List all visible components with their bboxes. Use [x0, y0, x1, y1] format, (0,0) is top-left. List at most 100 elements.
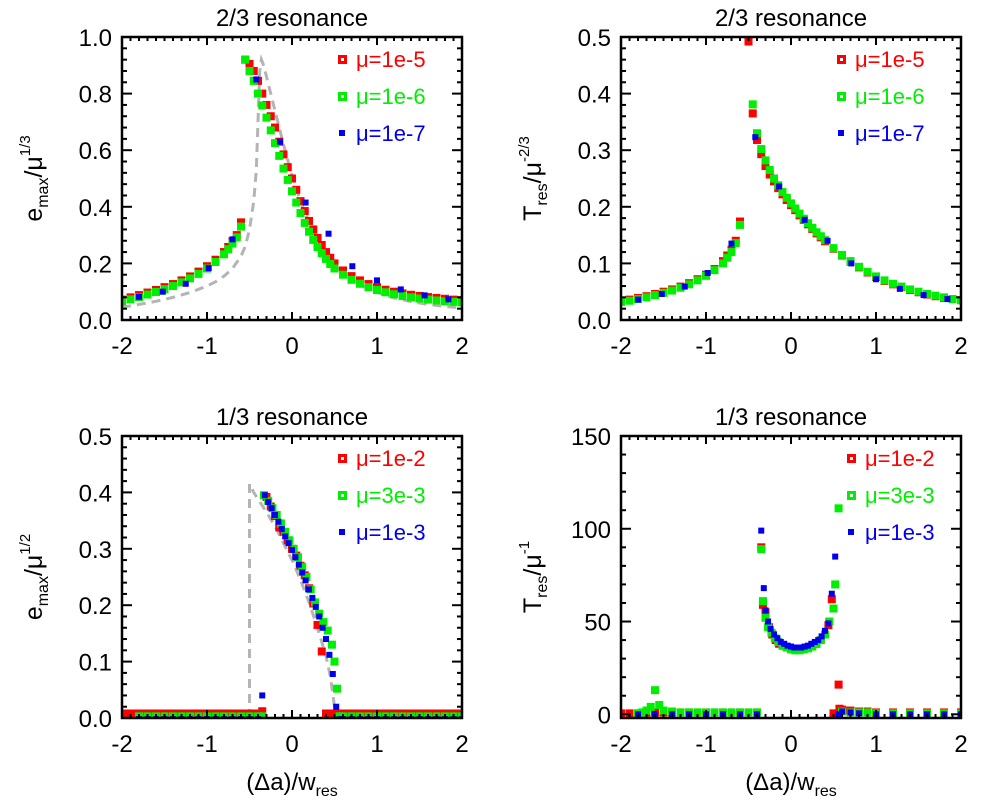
- data-point: [822, 627, 828, 634]
- series-3: [136, 76, 452, 303]
- data-point: [312, 603, 319, 610]
- data-point: [847, 709, 854, 716]
- data-point: [957, 296, 961, 305]
- data-point: [322, 254, 330, 263]
- data-point: [765, 170, 774, 179]
- data-point: [169, 282, 177, 291]
- data-point: [272, 511, 278, 518]
- data-point: [839, 708, 845, 715]
- legend-label: μ=3e-3: [865, 483, 935, 508]
- y-axis-label: emax/μ1/3: [17, 135, 52, 221]
- data-point: [816, 232, 825, 241]
- data-point: [744, 708, 753, 717]
- data-point: [757, 545, 766, 554]
- y-tick-label: 0.3: [79, 537, 112, 564]
- data-point: [832, 553, 839, 560]
- data-point: [873, 276, 879, 283]
- data-point: [407, 293, 415, 302]
- data-point: [770, 174, 778, 183]
- data-point: [863, 267, 872, 276]
- x-axis-label: (Δa)/wres: [246, 769, 338, 797]
- legend-label: μ=1e-3: [356, 520, 426, 545]
- data-point: [310, 598, 319, 607]
- data-point: [261, 492, 268, 499]
- data-point: [791, 204, 800, 213]
- data-point: [330, 264, 339, 273]
- data-point: [761, 156, 770, 165]
- data-point: [360, 709, 369, 718]
- data-point: [245, 66, 254, 75]
- data-point: [889, 279, 897, 288]
- data-point: [229, 236, 236, 243]
- series-2: [122, 55, 462, 307]
- data-point: [268, 505, 275, 512]
- data-point: [727, 708, 736, 717]
- x-tick-label: 2: [455, 731, 468, 758]
- data-point: [164, 709, 173, 718]
- data-point: [298, 562, 307, 571]
- x-tick-label: -2: [610, 333, 631, 360]
- plot-area: -2 -1 0 1 2 0.0 0.1 0.2 0.3 0.4 0.5 emax/μ1/2 (Δa)/w…: [17, 424, 469, 800]
- data-point: [828, 590, 835, 597]
- data-point: [834, 504, 843, 513]
- data-point: [302, 573, 311, 581]
- data-point: [381, 288, 390, 297]
- data-point: [880, 276, 889, 285]
- data-point: [788, 643, 794, 650]
- data-point: [676, 708, 685, 717]
- data-point: [445, 709, 454, 718]
- y-tick-label: 0.2: [79, 251, 112, 278]
- data-point: [296, 197, 305, 206]
- data-point: [262, 100, 271, 109]
- data-point: [333, 684, 342, 693]
- data-point: [259, 692, 266, 699]
- data-point: [237, 218, 245, 227]
- x-tick-label: 2: [954, 333, 967, 360]
- data-point: [940, 293, 948, 302]
- legend: μ=1e-5 μ=1e-6 μ=1e-7: [338, 47, 426, 146]
- series-3: [635, 527, 961, 718]
- y-tick-label: 0.0: [79, 308, 112, 335]
- x-tick-label: 0: [784, 333, 797, 360]
- data-point: [237, 222, 245, 231]
- data-point: [776, 183, 783, 190]
- y-tick-label: 100: [571, 517, 611, 544]
- data-point: [458, 712, 462, 718]
- data-point: [177, 278, 186, 287]
- x-tick-label: -1: [695, 333, 716, 360]
- data-point: [761, 613, 770, 622]
- data-point: [782, 193, 791, 202]
- data-point: [651, 291, 659, 300]
- legend-marker: [339, 130, 345, 136]
- data-point: [292, 554, 299, 561]
- panel-title: 1/3 resonance: [216, 404, 368, 431]
- data-point: [829, 709, 838, 718]
- data-point: [326, 259, 335, 268]
- legend-label: μ=1e-7: [855, 121, 925, 146]
- panel-title: 2/3 resonance: [216, 5, 368, 32]
- data-point: [368, 709, 377, 718]
- x-tick-label: -1: [695, 731, 716, 758]
- data-point: [621, 297, 625, 306]
- data-point: [398, 291, 407, 300]
- data-point: [685, 280, 693, 289]
- data-point: [330, 709, 339, 718]
- data-point: [232, 233, 241, 242]
- y-tick-label: 0.6: [79, 138, 112, 165]
- data-point: [356, 279, 364, 288]
- data-point: [658, 290, 665, 297]
- data-point: [275, 151, 284, 160]
- data-point: [245, 59, 254, 68]
- data-point: [805, 642, 811, 649]
- y-tick-label: 0: [598, 702, 611, 729]
- data-point: [258, 101, 267, 110]
- data-point: [804, 219, 812, 228]
- data-point: [295, 561, 302, 568]
- legend-marker: [848, 529, 854, 535]
- data-point: [309, 235, 318, 244]
- data-point: [275, 518, 282, 525]
- data-point: [762, 607, 769, 614]
- panel-bottom-right: 1/3 resonance -2 -1 0 1 2 0 50 100 150 Tres/μ-1 (Δ…: [516, 404, 968, 800]
- data-point: [317, 647, 326, 656]
